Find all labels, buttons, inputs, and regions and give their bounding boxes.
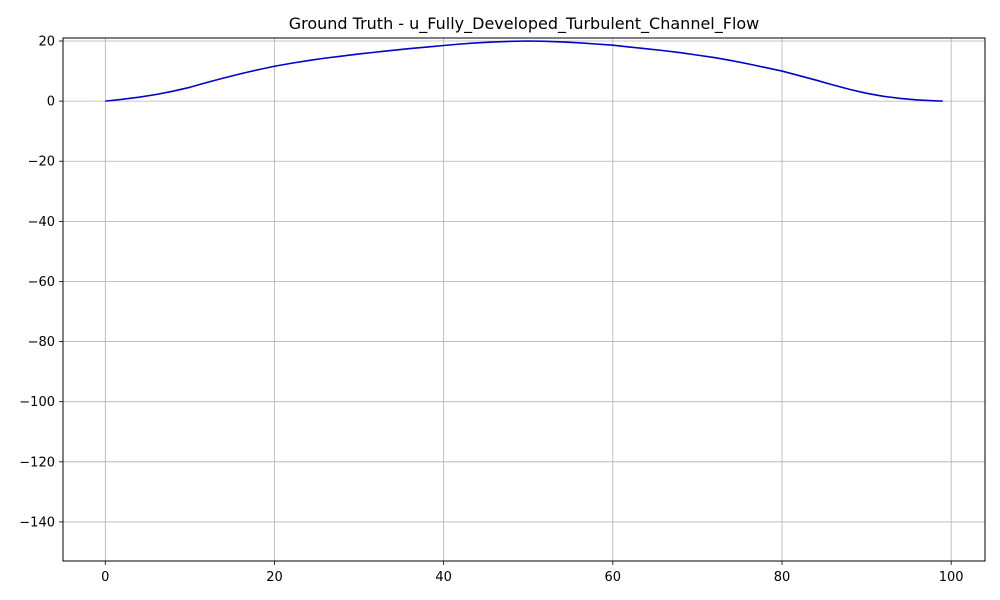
series-line bbox=[105, 40, 943, 102]
y-tick-label: 20 bbox=[38, 35, 55, 50]
y-tick-label: −60 bbox=[28, 275, 55, 290]
x-tick-label: 0 bbox=[101, 570, 109, 585]
x-tick-label: 80 bbox=[774, 570, 791, 585]
y-tick-label: −80 bbox=[28, 335, 55, 350]
tick-layer: 0 20 40 60 80 100 20 0 −20 −40 −60 −80 −100 −120 −140 bbox=[19, 35, 963, 585]
grid-layer bbox=[63, 38, 985, 561]
x-tick-label: 20 bbox=[266, 570, 283, 585]
chart-title: Ground Truth - u_Fully_Developed_Turbule… bbox=[289, 14, 760, 34]
x-tick-label: 40 bbox=[435, 570, 452, 585]
y-tick-label: 0 bbox=[47, 95, 55, 110]
series-layer bbox=[105, 40, 943, 102]
y-tick-label: −140 bbox=[19, 515, 55, 530]
y-tick-label: −40 bbox=[28, 215, 55, 230]
axes-frame bbox=[62, 37, 986, 562]
x-tick-label: 100 bbox=[939, 570, 964, 585]
y-tick-label: −20 bbox=[28, 155, 55, 170]
y-tick-label: −100 bbox=[19, 395, 55, 410]
y-tick-label: −120 bbox=[19, 455, 55, 470]
x-tick-label: 60 bbox=[605, 570, 622, 585]
